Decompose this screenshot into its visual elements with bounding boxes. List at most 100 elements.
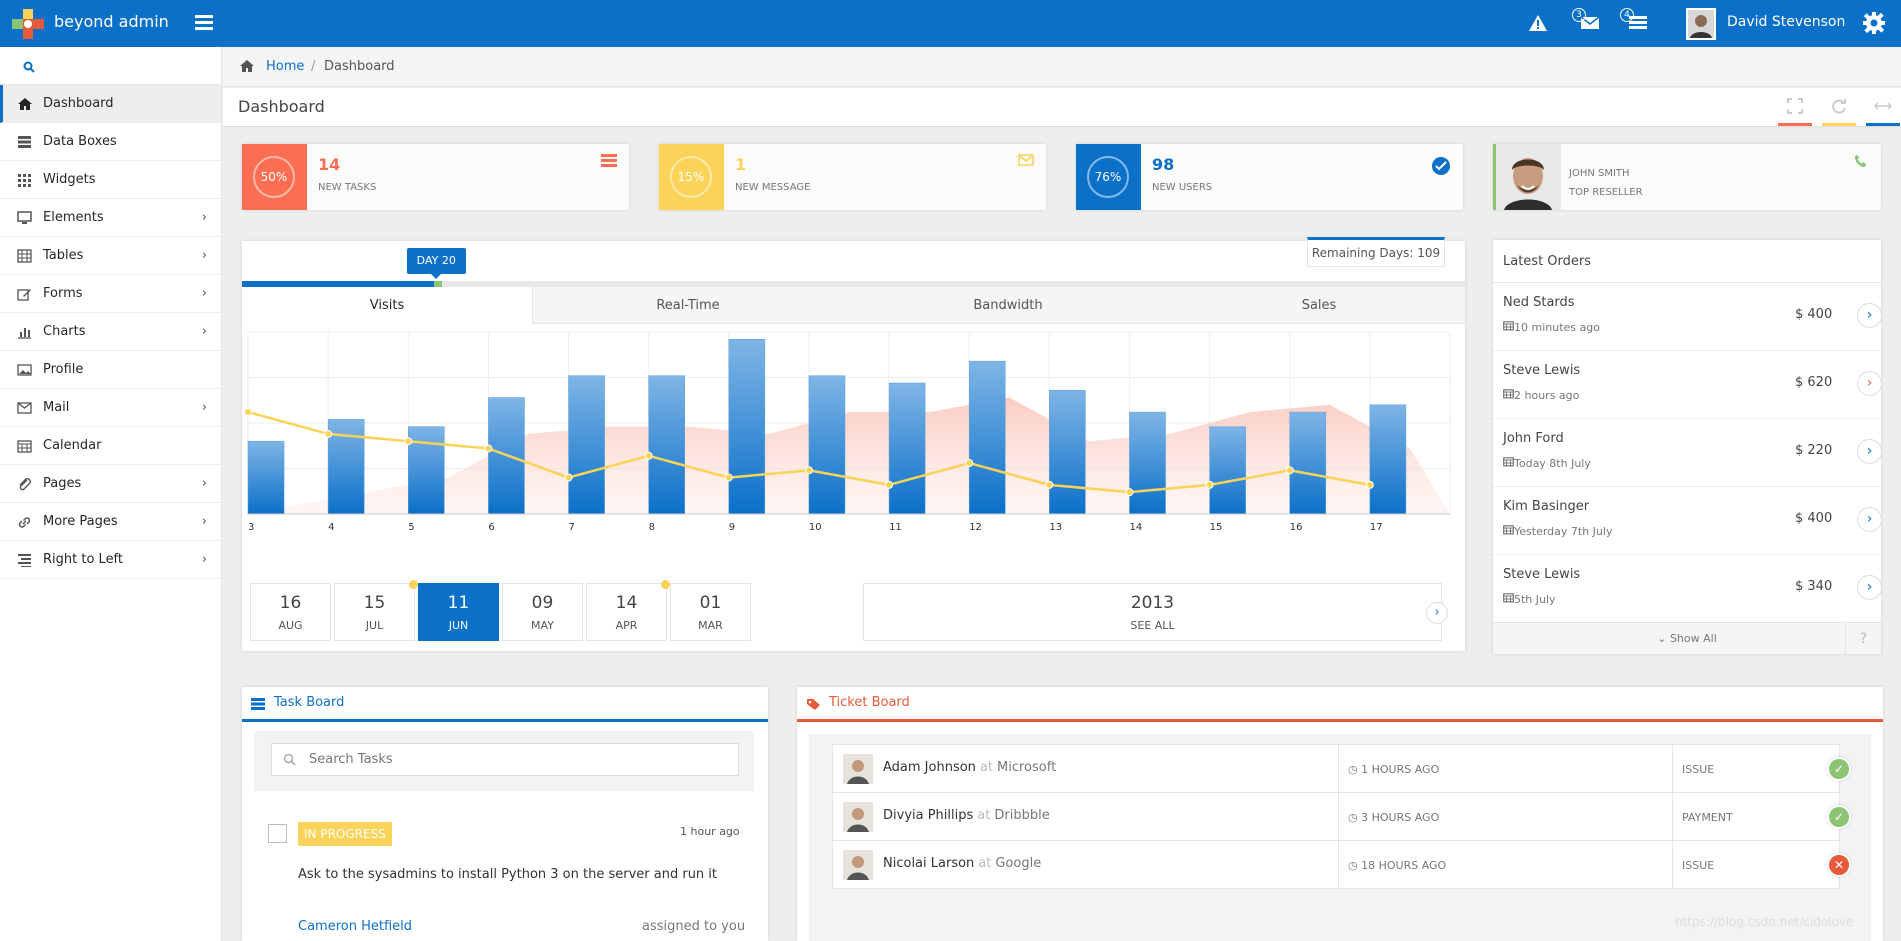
day-progress-bar [242,281,1465,287]
order-row[interactable]: Kim Basinger Yesterday 7th July $ 400 › [1493,487,1882,555]
alert-icon[interactable] [1528,14,1550,34]
show-all-button[interactable]: ⌄ Show All ? [1493,622,1881,655]
stat-box-users[interactable]: 76% 98 NEW USERS [1076,144,1463,210]
stat-label: NEW MESSAGE [735,182,811,193]
reseller-photo [1496,144,1561,210]
gear-icon[interactable] [1862,11,1886,35]
calendar-icon [17,440,32,453]
year-box[interactable]: 2013 SEE ALL [863,583,1442,641]
order-row[interactable]: Steve Lewis 2 hours ago $ 620 › [1493,351,1882,419]
menu-toggle-icon[interactable] [195,15,213,31]
date-box[interactable]: 14 APR [586,580,670,641]
tags-icon [807,699,820,710]
date-box[interactable]: 09 MAY [502,583,583,641]
fullscreen-button[interactable] [1778,98,1812,126]
orders-title: Latest Orders [1493,240,1881,283]
line-point [724,473,733,482]
chevron-right-icon[interactable]: › [1857,439,1882,464]
check-icon[interactable]: ✓ [1827,757,1851,781]
tasks-icon [251,698,265,710]
chevron-right-icon: › [201,324,207,339]
sidebar-item-label: Profile [43,362,84,377]
x-tick-label: 8 [649,522,655,533]
refresh-button[interactable] [1822,98,1856,126]
bar [1369,404,1407,515]
order-time-text: Yesterday 7th July [1514,525,1613,538]
phone-icon[interactable] [1853,154,1869,168]
order-row[interactable]: John Ford Today 8th July $ 220 › [1493,419,1882,487]
task-search-input[interactable]: Search Tasks [271,743,739,776]
sidebar-item-calendar[interactable]: Calendar [0,427,221,465]
stat-box-messages[interactable]: 15% 1 NEW MESSAGE [659,144,1046,210]
date-box[interactable]: 01 MAR [670,583,751,641]
date-box[interactable]: 11 JUN [418,583,499,641]
calendar-icon [1503,593,1514,603]
order-row[interactable]: Steve Lewis 5th July $ 340 › [1493,555,1882,623]
sidebar-item-charts[interactable]: Charts › [0,313,221,351]
home-icon[interactable] [239,59,255,73]
task-checkbox[interactable] [268,824,287,843]
tab-visits[interactable]: Visits [242,287,533,325]
sidebar-item-pages[interactable]: Pages › [0,465,221,503]
tasks-badge: 4 [1620,8,1634,22]
date-box[interactable]: 16 AUG [250,583,331,641]
check-icon[interactable]: ✓ [1827,805,1851,829]
ticket-row[interactable]: Divyia Phillips at Dribbble ◷ 3 HOURS AGO PA… [832,792,1851,841]
stat-value: 1 [735,155,747,174]
chevron-right-icon[interactable]: › [1857,371,1882,396]
user-name[interactable]: David Stevenson [1727,14,1846,30]
date-month: JUN [448,619,469,632]
order-customer: Ned Stards [1503,295,1575,310]
messages-icon[interactable]: 3 [1572,8,1602,34]
sidebar-item-forms[interactable]: Forms › [0,275,221,313]
close-icon[interactable]: ✕ [1827,853,1851,877]
ticket-row[interactable]: Nicolai Larson at Google ◷ 18 HOURS AGO ISSU… [832,840,1851,889]
sidebar-item-mail[interactable]: Mail › [0,389,221,427]
sidebar-item-tables[interactable]: Tables › [0,237,221,275]
tab-real-time[interactable]: Real-Time [656,298,720,313]
order-time-text: Today 8th July [1514,457,1591,470]
chevron-right-icon: › [201,552,207,567]
help-button[interactable]: ? [1845,623,1881,655]
task-user-link[interactable]: Cameron Hetfield [298,919,413,934]
tab-sales[interactable]: Sales [1301,298,1337,313]
clock-icon: ◷ [1348,859,1362,872]
home-icon [18,98,32,110]
x-tick-label: 13 [1049,522,1062,533]
sidebar-item-right-to-left[interactable]: Right to Left › [0,541,221,579]
stat-box-reseller[interactable]: JOHN SMITH TOP RESELLER [1493,144,1881,210]
breadcrumb-home[interactable]: Home [266,59,305,74]
ticket-row[interactable]: Adam Johnson at Microsoft ◷ 1 HOURS AGO ISSU… [832,744,1851,793]
task-search-placeholder: Search Tasks [309,752,393,767]
line-point [1205,480,1214,489]
chevron-right-icon[interactable]: › [1857,303,1882,328]
sidebar-item-data-boxes[interactable]: Data Boxes [0,123,221,161]
sidebar-item-label: Tables [43,248,84,263]
tab-bandwidth[interactable]: Bandwidth [973,298,1043,313]
user-avatar[interactable] [1686,8,1716,40]
brand-name[interactable]: beyond admin [54,12,169,31]
progress-ring: 50% [253,156,295,198]
sidebar-item-dashboard[interactable]: Dashboard [0,85,221,123]
order-time: Today 8th July [1503,456,1591,470]
order-row[interactable]: Ned Stards 10 minutes ago $ 400 › [1493,283,1882,351]
sidebar-item-elements[interactable]: Elements › [0,199,221,237]
tasks-icon[interactable]: 4 [1620,8,1650,34]
collapse-button[interactable] [1866,98,1900,126]
line-point [1125,488,1134,497]
date-box[interactable]: 15 JUL [334,580,418,641]
sidebar-item-widgets[interactable]: Widgets [0,161,221,199]
search-icon[interactable] [23,61,35,73]
clock-icon: ◷ [1348,763,1362,776]
sidebar-item-profile[interactable]: Profile [0,351,221,389]
sidebar-item-more-pages[interactable]: More Pages › [0,503,221,541]
bar [568,375,605,515]
chevron-right-icon[interactable]: › [1857,575,1882,600]
task-board-header: Task Board [242,687,768,722]
stat-box-tasks[interactable]: 50% 14 NEW TASKS [242,144,629,210]
sidebar-search[interactable] [0,47,221,85]
chevron-right-icon[interactable]: › [1857,507,1882,532]
chevron-right-icon[interactable]: › [1426,602,1448,624]
x-tick-label: 7 [569,522,575,533]
logo-icon[interactable] [10,7,46,41]
